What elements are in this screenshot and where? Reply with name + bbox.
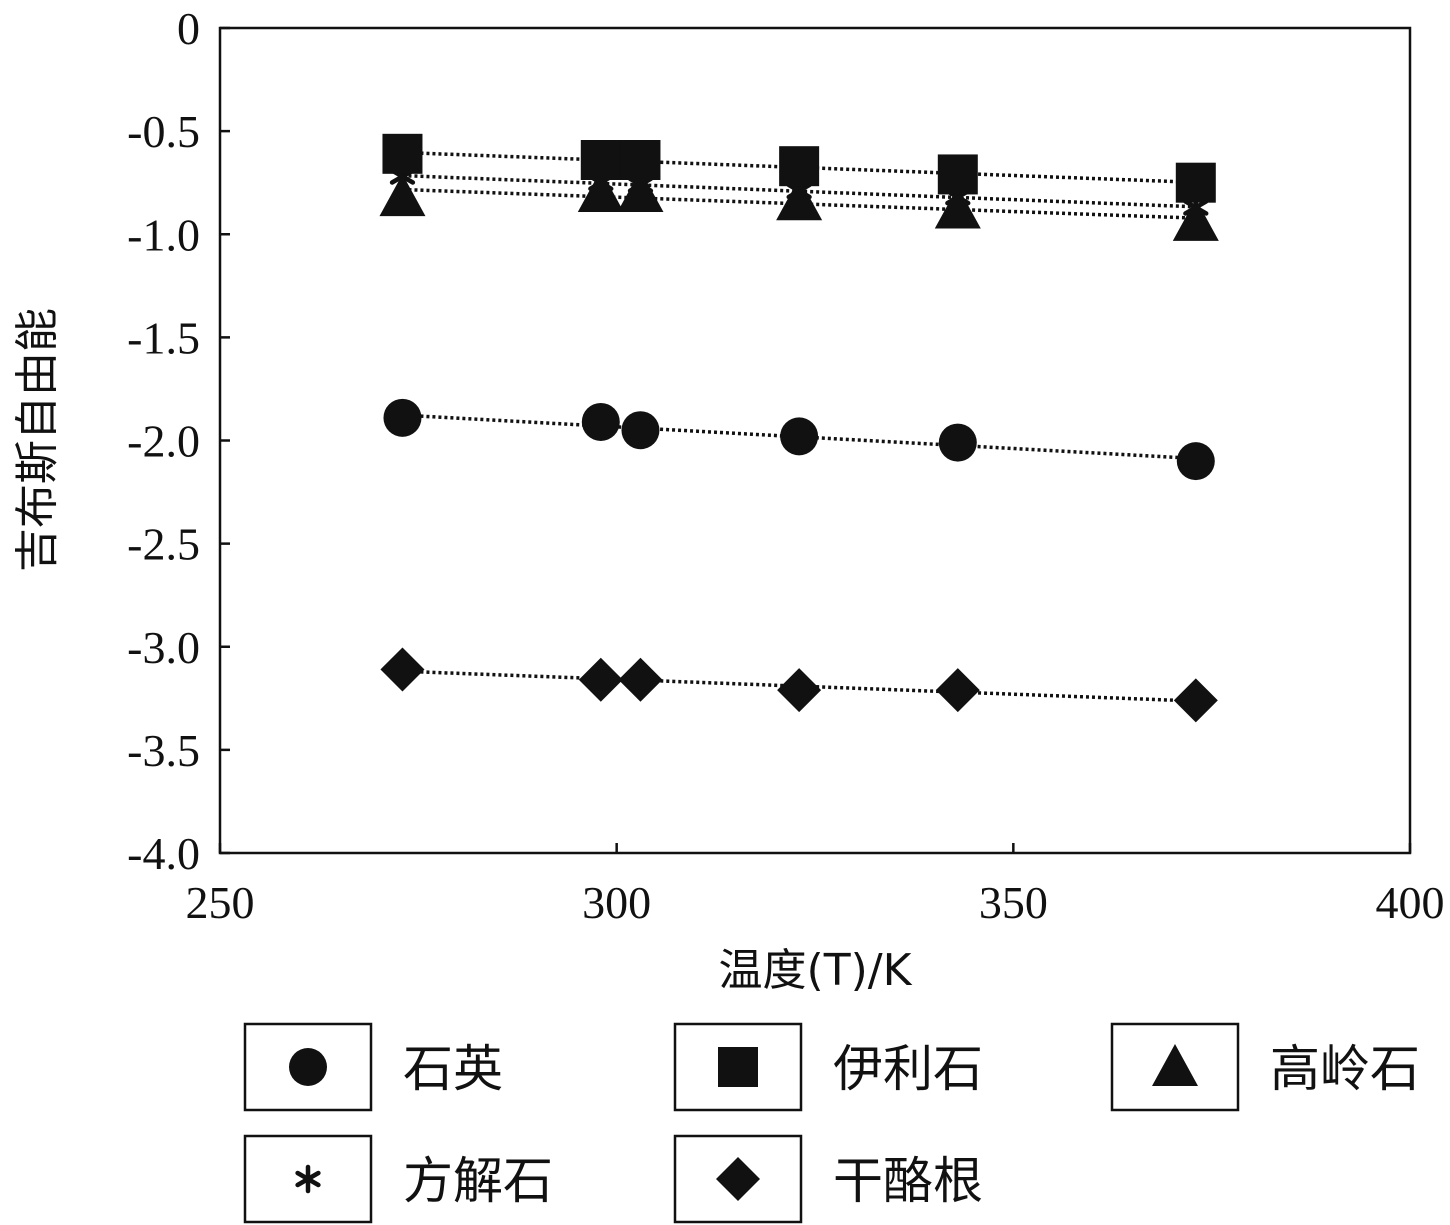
x-tick-label: 400	[1376, 877, 1445, 928]
data-markers	[379, 133, 1219, 723]
x-tick-label: 250	[186, 877, 255, 928]
legend-label: 石英	[403, 1040, 503, 1098]
marker-square	[937, 154, 978, 195]
legend-item-triangle: 高岭石	[1110, 1022, 1420, 1112]
marker-circle	[621, 411, 660, 450]
marker-circle	[780, 417, 819, 456]
marker-diamond	[380, 647, 425, 692]
marker-circle	[938, 423, 977, 462]
legend-item-circle: 石英	[243, 1022, 503, 1112]
marker-triangle	[617, 170, 664, 212]
y-tick-label: 0	[177, 3, 200, 54]
marker-circle	[1176, 442, 1215, 481]
y-tick-label: -1.0	[127, 209, 200, 260]
legend-item-square: 伊利石	[673, 1022, 983, 1112]
legend-marker-circle	[289, 1048, 327, 1086]
marker-diamond	[578, 657, 623, 702]
y-tick-label: -4.0	[127, 828, 200, 879]
marker-triangle	[379, 174, 426, 217]
legend-marker-diamond	[716, 1157, 760, 1201]
y-tick-label: -3.5	[127, 725, 200, 776]
x-axis-ticks: 250 300 350 400	[186, 843, 1445, 928]
marker-square	[580, 140, 621, 180]
y-axis-title: 吉布斯自由能	[12, 308, 63, 572]
y-tick-label: -0.5	[127, 106, 200, 157]
legend-item-asterisk: 方解石	[243, 1134, 553, 1224]
legend-marker-asterisk	[295, 1164, 321, 1194]
marker-triangle	[934, 186, 981, 229]
legend-item-diamond: 干酪根	[673, 1134, 983, 1224]
legend-marker-square	[718, 1047, 758, 1087]
legend-marker-triangle	[1152, 1044, 1198, 1086]
y-tick-label: -2.0	[127, 416, 200, 467]
x-tick-label: 350	[979, 877, 1048, 928]
marker-square	[1175, 162, 1216, 203]
legend-label: 伊利石	[833, 1040, 983, 1098]
marker-circle	[383, 398, 422, 437]
marker-square	[620, 140, 661, 180]
marker-diamond	[777, 668, 822, 713]
x-tick-label: 300	[582, 877, 651, 928]
marker-square	[779, 146, 820, 187]
marker-circle	[581, 402, 620, 441]
x-axis-title: 温度(T)/K	[719, 945, 913, 996]
legend-label: 高岭石	[1270, 1040, 1420, 1098]
marker-triangle	[1172, 198, 1219, 241]
legend-label: 方解石	[403, 1152, 553, 1210]
y-tick-label: -3.0	[127, 622, 200, 673]
y-tick-label: -2.5	[127, 519, 200, 570]
legend-label: 干酪根	[833, 1152, 983, 1210]
marker-diamond	[935, 668, 980, 713]
marker-diamond	[618, 657, 663, 702]
marker-square	[382, 133, 423, 174]
marker-triangle	[776, 178, 823, 221]
y-axis-ticks: 0 -0.5 -1.0 -1.5 -2.0 -2.5 -3.0 -3.5 -4.0	[127, 3, 230, 879]
marker-diamond	[1173, 678, 1218, 723]
y-tick-label: -1.5	[127, 312, 200, 363]
marker-triangle	[577, 170, 624, 212]
